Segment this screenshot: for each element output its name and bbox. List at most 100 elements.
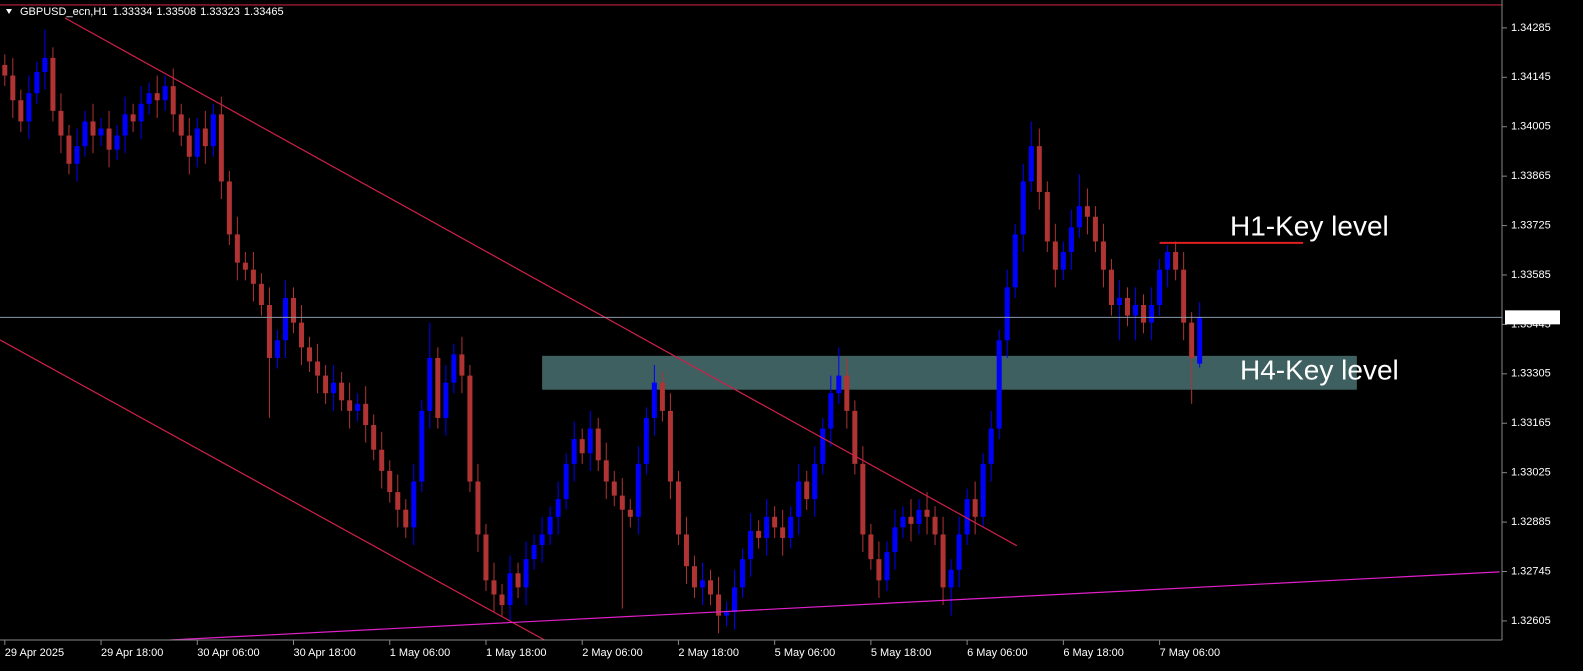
candle-body [18, 100, 24, 122]
candle-body [796, 481, 802, 517]
candle-body [948, 569, 954, 588]
candle-body [956, 534, 962, 570]
candle-body [1028, 146, 1034, 182]
candle-body [627, 509, 633, 517]
candle-body [443, 382, 449, 418]
candle-body [1012, 234, 1018, 288]
trend-line [0, 339, 545, 641]
candle-body [234, 234, 240, 263]
candle-body [740, 559, 746, 588]
candle-body [788, 516, 794, 538]
candle-body [555, 499, 561, 517]
candle-body [186, 135, 192, 157]
candle-body [916, 509, 922, 524]
candle-body [1181, 269, 1187, 323]
x-tick-label: 29 Apr 18:00 [101, 647, 163, 659]
candle-body [1100, 241, 1106, 270]
candle-body [724, 612, 730, 616]
y-tick-label: 1.32885 [1511, 516, 1551, 528]
candle-body [683, 534, 689, 567]
candle-body [451, 354, 457, 383]
candle-body [499, 594, 505, 606]
candle-body [595, 428, 601, 461]
candle-body [691, 566, 697, 588]
candle-body [571, 439, 577, 464]
menu-triangle[interactable] [6, 9, 12, 14]
candle-body [323, 375, 329, 394]
candle-body [515, 573, 521, 588]
y-tick-label: 1.33305 [1511, 368, 1551, 380]
price-box [1505, 310, 1560, 325]
candle-body [387, 470, 393, 493]
candle-body [876, 559, 882, 581]
candle-body [82, 121, 88, 147]
candle-body [467, 375, 473, 482]
candle-body [619, 495, 625, 510]
candle-body [130, 114, 136, 122]
candle-body [34, 72, 40, 94]
candle-body [1197, 317, 1203, 364]
candle-body [98, 128, 104, 136]
candle-body [307, 347, 313, 362]
y-tick-label: 1.32605 [1511, 615, 1551, 627]
candle-body [980, 463, 986, 517]
y-tick-label: 1.33725 [1511, 219, 1551, 231]
candle-body [42, 57, 48, 73]
x-tick-label: 7 May 06:00 [1160, 647, 1221, 659]
candle-body [475, 481, 481, 535]
candle-body [250, 269, 256, 284]
candle-body [1036, 146, 1042, 193]
candle-body [427, 357, 433, 411]
key-label: H1-Key level [1230, 210, 1389, 241]
candle-body [1133, 304, 1139, 316]
candle-body [892, 527, 898, 553]
candle-body [820, 428, 826, 464]
candle-body [836, 375, 842, 394]
trend-line [169, 571, 1500, 641]
candle-body [804, 481, 810, 500]
trend-line [64, 17, 1018, 547]
candle-body [860, 463, 866, 535]
candle-body [58, 110, 64, 136]
candle-body [242, 262, 248, 270]
y-tick-label: 1.33025 [1511, 467, 1551, 479]
candle-body [1108, 269, 1114, 305]
x-tick-label: 2 May 06:00 [582, 647, 643, 659]
candle-body [1020, 181, 1026, 235]
candle-body [339, 382, 345, 401]
candle-body [1165, 252, 1171, 270]
candle-body [122, 114, 128, 136]
candle-body [178, 114, 184, 136]
candle-body [964, 499, 970, 535]
candle-body [908, 516, 914, 524]
candle-body [315, 361, 321, 376]
candle-body [611, 481, 617, 496]
candle-body [395, 492, 401, 510]
y-tick-label: 1.33165 [1511, 417, 1551, 429]
candle-body [868, 534, 874, 560]
candle-body [900, 516, 906, 528]
candle-body [90, 121, 96, 136]
candle-body [603, 460, 609, 482]
candle-body [274, 340, 280, 358]
candle-body [1044, 192, 1050, 242]
candle-body [651, 382, 657, 418]
candle-body [932, 516, 938, 535]
candle-body [371, 425, 377, 450]
candle-body [26, 93, 32, 122]
candle-body [635, 463, 641, 517]
candle-body [1116, 297, 1122, 305]
candle-body [988, 428, 994, 464]
candle-body [748, 530, 754, 560]
candle-body [884, 552, 890, 581]
candle-body [1060, 252, 1066, 270]
key-label: H4-Key level [1240, 354, 1399, 385]
x-tick-label: 1 May 18:00 [486, 647, 547, 659]
candle-body [50, 57, 56, 111]
candle-body [154, 93, 160, 101]
y-tick-label: 1.33585 [1511, 269, 1551, 281]
candle-body [1084, 206, 1090, 217]
open: 1.33334 [113, 6, 153, 18]
